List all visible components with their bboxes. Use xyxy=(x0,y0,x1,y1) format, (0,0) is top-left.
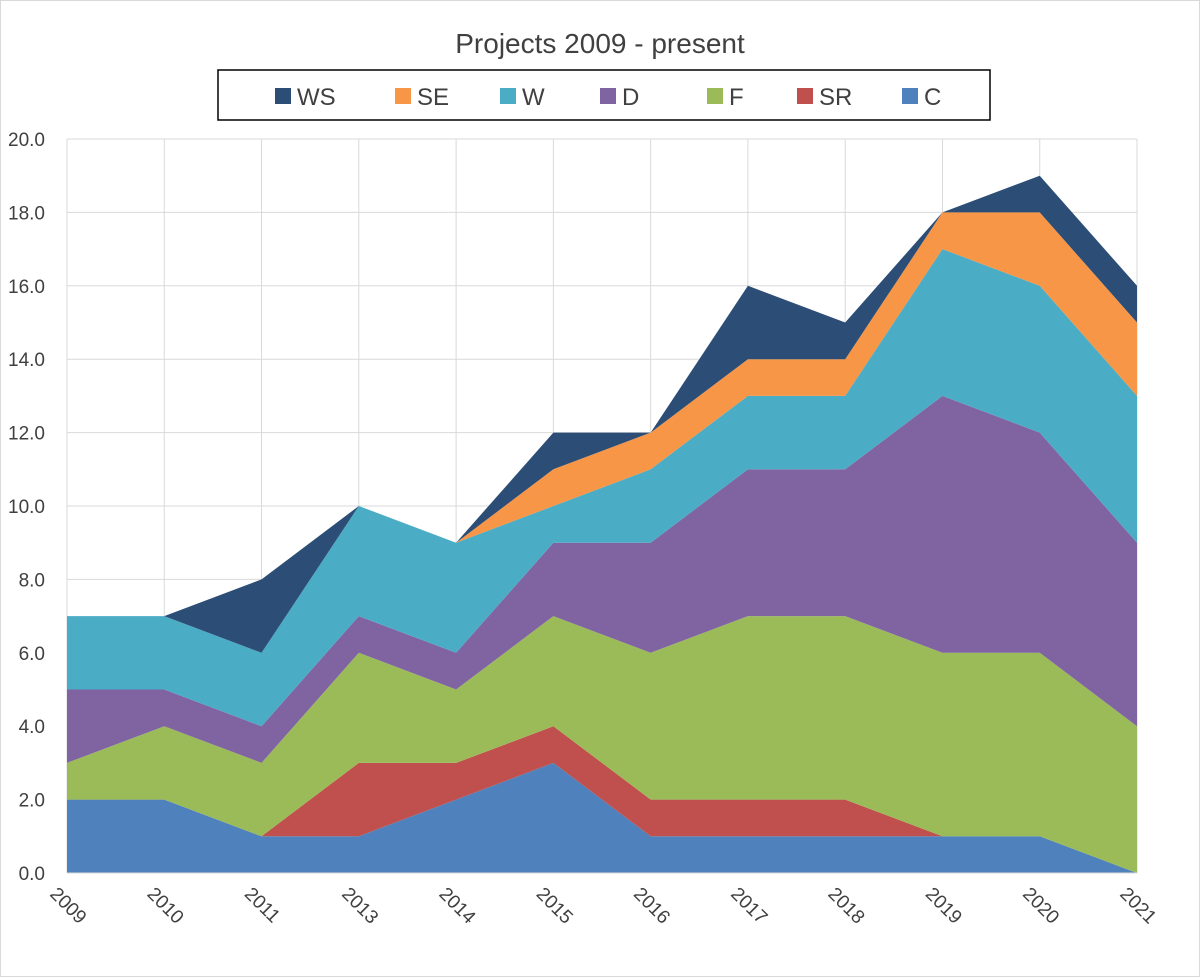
legend-swatch-sr xyxy=(797,88,813,104)
area-series-se xyxy=(67,212,1137,653)
x-tick-label: 2017 xyxy=(726,884,771,929)
y-tick-label: 12.0 xyxy=(8,424,45,445)
y-tick-label: 6.0 xyxy=(19,644,45,665)
chart-title: Projects 2009 - present xyxy=(455,28,745,59)
y-tick-label: 20.0 xyxy=(8,130,45,151)
x-tick-label: 2011 xyxy=(240,884,284,928)
x-tick-label: 2016 xyxy=(629,884,674,929)
legend-swatch-d xyxy=(600,88,616,104)
legend-label-w: W xyxy=(522,84,545,111)
area-series-sr xyxy=(67,726,1137,873)
y-tick-label: 10.0 xyxy=(8,497,45,518)
area-series-d xyxy=(67,395,1137,763)
x-tick-label: 2013 xyxy=(337,884,382,929)
y-tick-label: 4.0 xyxy=(19,717,45,738)
y-tick-label: 14.0 xyxy=(8,350,45,371)
legend-swatch-se xyxy=(395,88,411,104)
legend-swatch-f xyxy=(707,88,723,104)
legend-label-ws: WS xyxy=(297,84,336,111)
x-tick-label: 2010 xyxy=(143,884,188,929)
y-tick-label: 8.0 xyxy=(19,570,45,591)
x-tick-label: 2019 xyxy=(921,884,966,929)
x-tick-label: 2015 xyxy=(532,884,577,929)
y-tick-label: 2.0 xyxy=(19,791,45,812)
legend-swatch-ws xyxy=(275,88,291,104)
legend-swatch-w xyxy=(500,88,516,104)
y-tick-label: 16.0 xyxy=(8,277,45,298)
area-series-ws xyxy=(67,175,1137,653)
x-tick-label: 2020 xyxy=(1018,884,1063,929)
legend-label-f: F xyxy=(729,84,744,111)
y-tick-label: 18.0 xyxy=(8,203,45,224)
x-tick-label: 2018 xyxy=(824,884,869,929)
x-tick-label: 2014 xyxy=(435,884,480,929)
legend-label-sr: SR xyxy=(819,84,852,111)
legend-label-d: D xyxy=(622,84,639,111)
x-tick-label: 2009 xyxy=(45,884,90,929)
area-series-f xyxy=(67,616,1137,873)
legend-label-se: SE xyxy=(417,84,449,111)
area-series-w xyxy=(67,249,1137,727)
legend-label-c: C xyxy=(924,84,941,111)
y-tick-label: 0.0 xyxy=(19,864,45,885)
legend-swatch-c xyxy=(902,88,918,104)
legend-box xyxy=(217,69,991,121)
x-tick-label: 2021 xyxy=(1115,884,1160,929)
area-series-c xyxy=(67,762,1137,873)
